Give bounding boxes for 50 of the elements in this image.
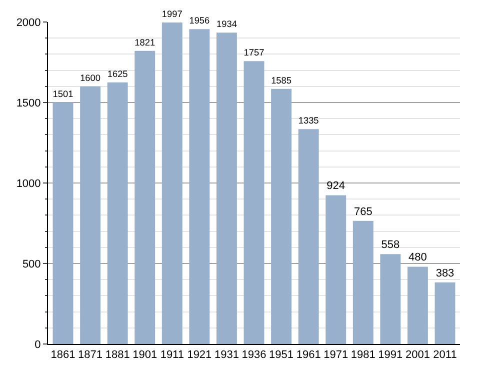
y-tick-label: 1000 bbox=[16, 178, 41, 190]
data-label: 1934 bbox=[216, 19, 237, 30]
x-tick-label: 1921 bbox=[187, 349, 212, 362]
y-tick-label: 0 bbox=[34, 338, 41, 351]
bar bbox=[434, 282, 456, 344]
x-tick-label: 1861 bbox=[50, 349, 76, 362]
bar bbox=[134, 50, 156, 344]
bar bbox=[52, 102, 74, 344]
bar bbox=[80, 86, 101, 344]
data-label: 1997 bbox=[162, 8, 182, 19]
data-label: 1600 bbox=[80, 72, 101, 83]
bar bbox=[326, 195, 346, 344]
data-label: 1585 bbox=[271, 75, 292, 86]
data-label: 1625 bbox=[107, 68, 128, 79]
y-tick-label: 1500 bbox=[16, 97, 41, 110]
x-tick-label: 2011 bbox=[433, 349, 457, 362]
bar bbox=[407, 266, 428, 344]
data-label: 1956 bbox=[189, 16, 210, 26]
bar bbox=[298, 129, 319, 344]
x-tick-label: 1881 bbox=[105, 349, 130, 362]
data-label: 558 bbox=[381, 239, 400, 252]
x-tick-label: 1961 bbox=[296, 349, 321, 362]
data-label: 1821 bbox=[134, 37, 156, 48]
y-tick-label: 2000 bbox=[16, 16, 41, 29]
bar bbox=[244, 61, 264, 344]
bar bbox=[352, 220, 374, 344]
x-tick-label: 1951 bbox=[269, 349, 294, 362]
x-tick-label: 1871 bbox=[78, 349, 103, 362]
data-label: 924 bbox=[326, 180, 346, 192]
x-tick-label: 1981 bbox=[350, 349, 376, 362]
data-label: 383 bbox=[436, 267, 454, 280]
x-tick-label: 1911 bbox=[160, 349, 184, 362]
bar bbox=[189, 29, 210, 344]
data-label: 1335 bbox=[298, 116, 319, 126]
bar bbox=[271, 88, 292, 344]
bar bbox=[380, 254, 401, 344]
bar bbox=[216, 32, 237, 344]
x-tick-label: 1936 bbox=[242, 349, 266, 362]
bar bbox=[162, 22, 182, 344]
data-label: 1501 bbox=[52, 88, 74, 99]
x-tick-label: 2001 bbox=[405, 349, 430, 362]
bar bbox=[107, 82, 128, 344]
y-tick-label: 500 bbox=[22, 258, 41, 270]
data-label: 480 bbox=[408, 252, 427, 264]
data-label: 1757 bbox=[244, 48, 264, 58]
x-tick-label: 1901 bbox=[132, 349, 158, 362]
x-tick-label: 1991 bbox=[378, 349, 403, 362]
x-tick-label: 1931 bbox=[214, 349, 239, 362]
x-tick-label: 1971 bbox=[324, 349, 348, 362]
data-label: 765 bbox=[354, 206, 372, 218]
